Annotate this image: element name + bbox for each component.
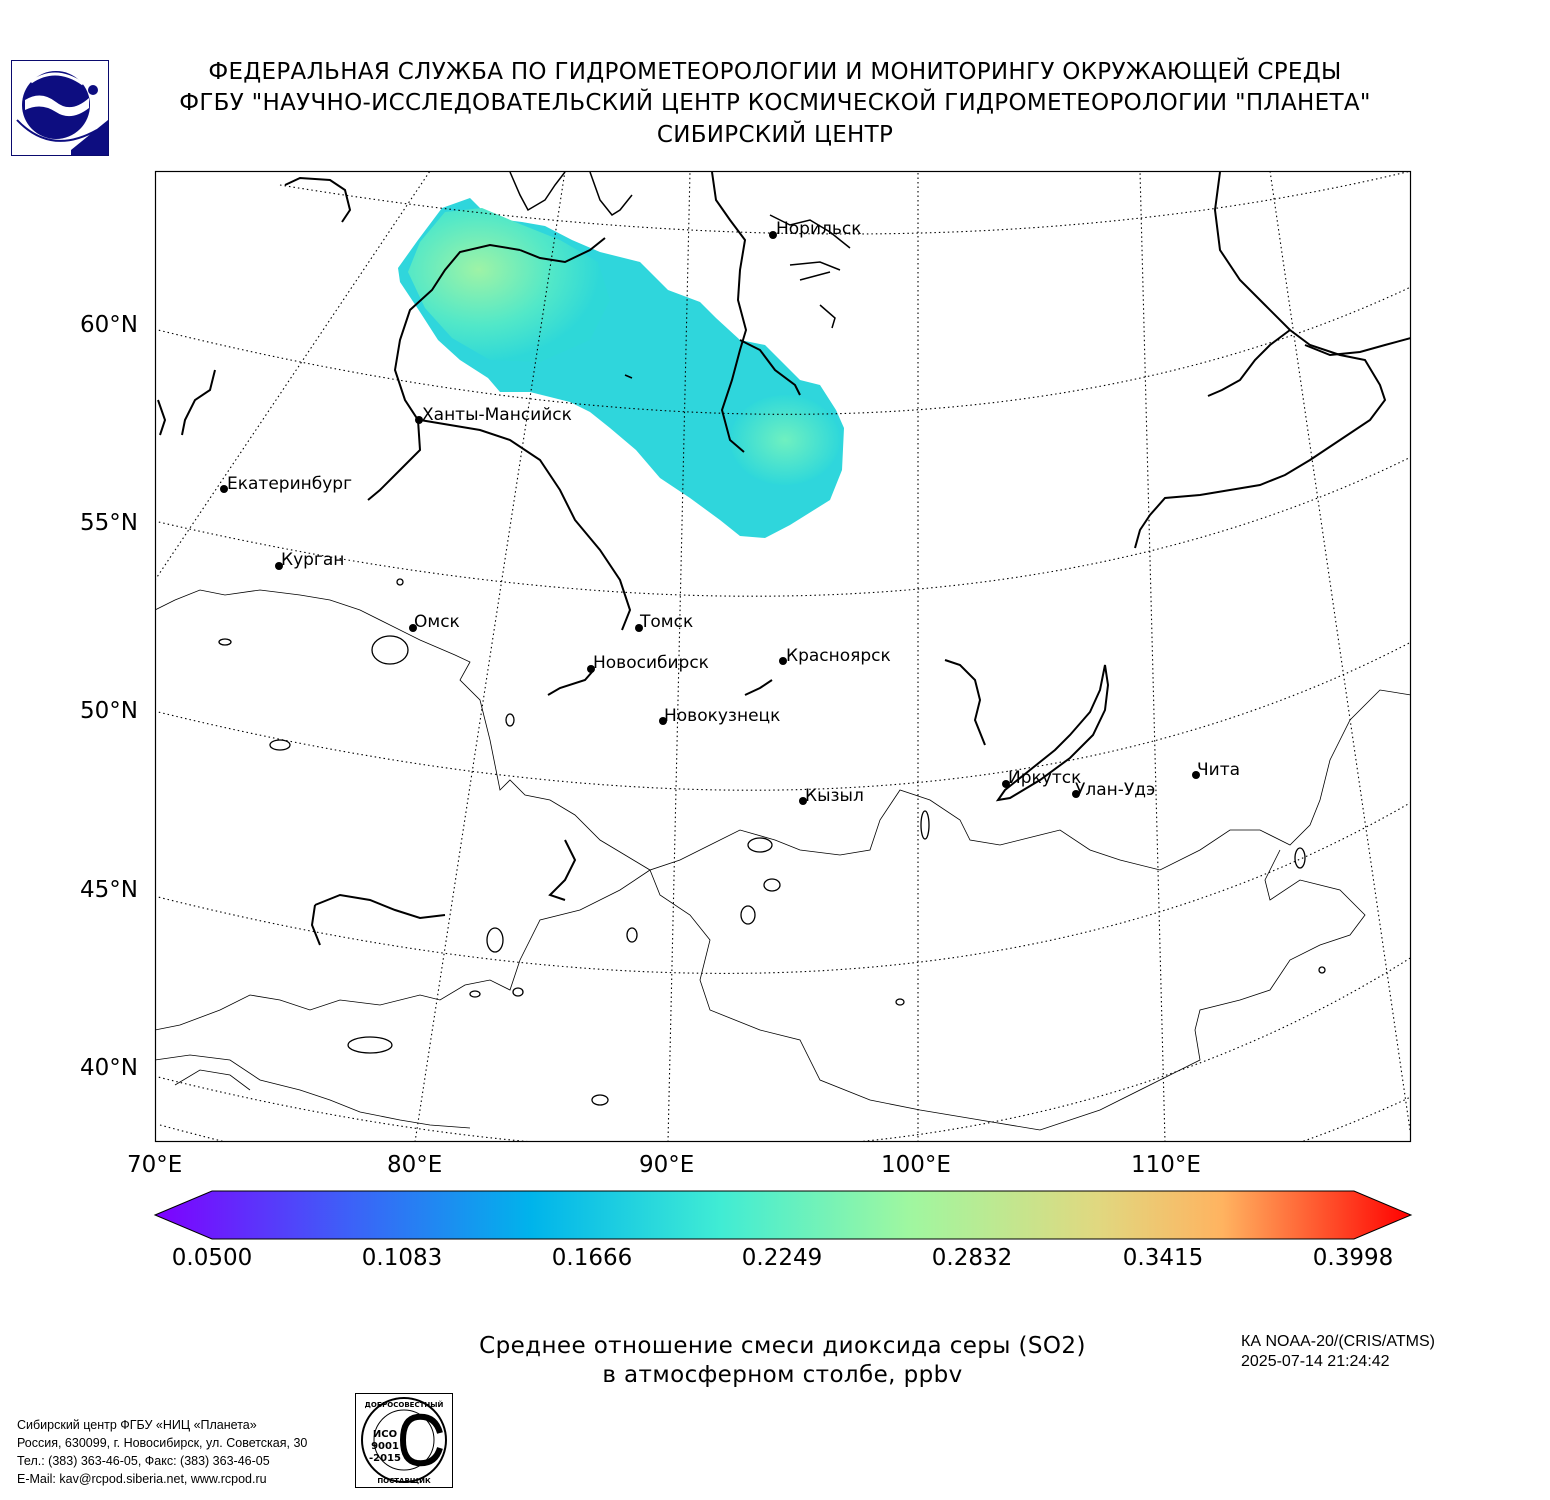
lon-label-110: 110°E: [1131, 1152, 1201, 1178]
svg-text:Кызыл: Кызыл: [805, 786, 864, 806]
city-kurgan: Курган: [275, 550, 344, 570]
svg-text:Курган: Курган: [281, 550, 344, 570]
caption-line-1: Среднее отношение смеси диоксида серы (S…: [479, 1333, 1086, 1359]
city-irkutsk: Иркутск: [1002, 768, 1081, 788]
contact-line-1: Сибирский центр ФГБУ «НИЦ «Планета»: [17, 1418, 257, 1432]
contact-line-2: Россия, 630099, г. Новосибирск, ул. Сове…: [17, 1436, 308, 1450]
header-line-3: СИБИРСКИЙ ЦЕНТР: [656, 122, 894, 148]
svg-text:Норильск: Норильск: [776, 219, 862, 239]
colorbar: [153, 1190, 1413, 1240]
svg-text:Новосибирск: Новосибирск: [593, 653, 709, 673]
contact-line-3: Тел.: (383) 363-46-05, Факс: (383) 363-4…: [17, 1454, 270, 1468]
map-frame: [154, 170, 1412, 1143]
colorbar-tick: 0.2249: [741, 1245, 823, 1271]
lat-label-45: 45°N: [80, 877, 138, 903]
lakes: [218, 578, 1326, 1106]
contact-line-4: E-Mail: kav@rcpod.siberia.net, www.rcpod…: [17, 1472, 267, 1486]
lat-label-55: 55°N: [80, 510, 138, 536]
city-yekaterinburg: Екатеринбург: [220, 474, 352, 494]
lon-label-100: 100°E: [881, 1152, 951, 1178]
lon-label-70: 70°E: [127, 1152, 183, 1178]
city-tomsk: Томск: [635, 612, 693, 632]
lat-label-40: 40°N: [80, 1055, 138, 1081]
colorbar-tick: 0.3415: [1122, 1245, 1204, 1271]
svg-text:-2015: -2015: [369, 1453, 401, 1464]
city-ulan-ude: Улан-Удэ: [1072, 780, 1155, 800]
svg-text:ПОСТАВЩИК: ПОСТАВЩИК: [377, 1477, 431, 1485]
iso-badge: ИСО 9001 -2015 ДОБРОСОВЕСТНЫЙ ПОСТАВЩИК: [355, 1393, 453, 1488]
colorbar-tick: 0.1666: [551, 1245, 633, 1271]
svg-text:ИСО: ИСО: [373, 1429, 397, 1440]
svg-text:9001: 9001: [371, 1441, 399, 1452]
city-novosibirsk: Новосибирск: [587, 653, 709, 673]
header-line-1: ФЕДЕРАЛЬНАЯ СЛУЖБА ПО ГИДРОМЕТЕОРОЛОГИИ …: [208, 59, 1342, 85]
roshydromet-logo: [11, 60, 109, 156]
svg-text:Ханты-Мансийск: Ханты-Мансийск: [422, 405, 572, 425]
colorbar-tick: 0.2832: [931, 1245, 1013, 1271]
borders: [155, 589, 1411, 1131]
lon-label-80: 80°E: [387, 1152, 443, 1178]
header-line-2: ФГБУ "НАУЧНО-ИССЛЕДОВАТЕЛЬСКИЙ ЦЕНТР КОС…: [179, 90, 1371, 116]
lat-label-60: 60°N: [80, 312, 138, 338]
svg-text:Иркутск: Иркутск: [1008, 768, 1081, 788]
city-khanty-mansiysk: Ханты-Мансийск: [415, 405, 572, 425]
svg-text:Томск: Томск: [639, 612, 693, 632]
svg-text:Улан-Удэ: Улан-Удэ: [1075, 780, 1155, 800]
city-norilsk: Норильск: [769, 219, 862, 239]
svg-text:Новокузнецк: Новокузнецк: [664, 706, 780, 726]
colorbar-tick: 0.3998: [1312, 1245, 1394, 1271]
satellite-datetime: 2025-07-14 21:24:42: [1241, 1353, 1390, 1370]
colorbar-tick: 0.1083: [361, 1245, 443, 1271]
lat-label-50: 50°N: [80, 698, 138, 724]
svg-text:Красноярск: Красноярск: [786, 646, 891, 666]
svg-text:Омск: Омск: [414, 612, 460, 632]
city-krasnoyarsk: Красноярск: [779, 646, 891, 666]
svg-text:ДОБРОСОВЕСТНЫЙ: ДОБРОСОВЕСТНЫЙ: [365, 1400, 444, 1409]
colorbar-tick: 0.0500: [171, 1245, 253, 1271]
city-novokuznetsk: Новокузнецк: [659, 706, 780, 726]
so2-plume: [398, 198, 844, 538]
city-kyzyl: Кызыл: [799, 786, 864, 806]
rivers: [157, 171, 1411, 946]
svg-text:Екатеринбург: Екатеринбург: [227, 474, 352, 494]
city-chita: Чита: [1192, 760, 1240, 780]
caption-line-2: в атмосферном столбе, ppbv: [602, 1362, 963, 1388]
graticule: [155, 171, 1411, 1142]
lon-label-90: 90°E: [639, 1152, 695, 1178]
svg-text:Чита: Чита: [1197, 760, 1240, 780]
city-omsk: Омск: [409, 612, 460, 632]
satellite-name: КА NOAA-20/(CRIS/ATMS): [1241, 1333, 1435, 1350]
cities: Норильск Ханты-Мансийск Екатеринбург Кур…: [220, 219, 1240, 806]
